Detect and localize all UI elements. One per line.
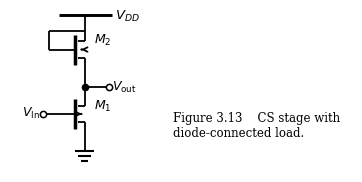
Text: $V_{\mathrm{out}}$: $V_{\mathrm{out}}$ xyxy=(112,80,136,95)
Text: $V_{\mathrm{In}}$: $V_{\mathrm{In}}$ xyxy=(22,106,40,122)
Text: Figure 3.13    CS stage with
diode-connected load.: Figure 3.13 CS stage with diode-connecte… xyxy=(173,112,340,140)
Text: $M_1$: $M_1$ xyxy=(94,99,112,114)
Text: $M_2$: $M_2$ xyxy=(94,33,112,48)
Text: $V_{DD}$: $V_{DD}$ xyxy=(115,9,140,24)
